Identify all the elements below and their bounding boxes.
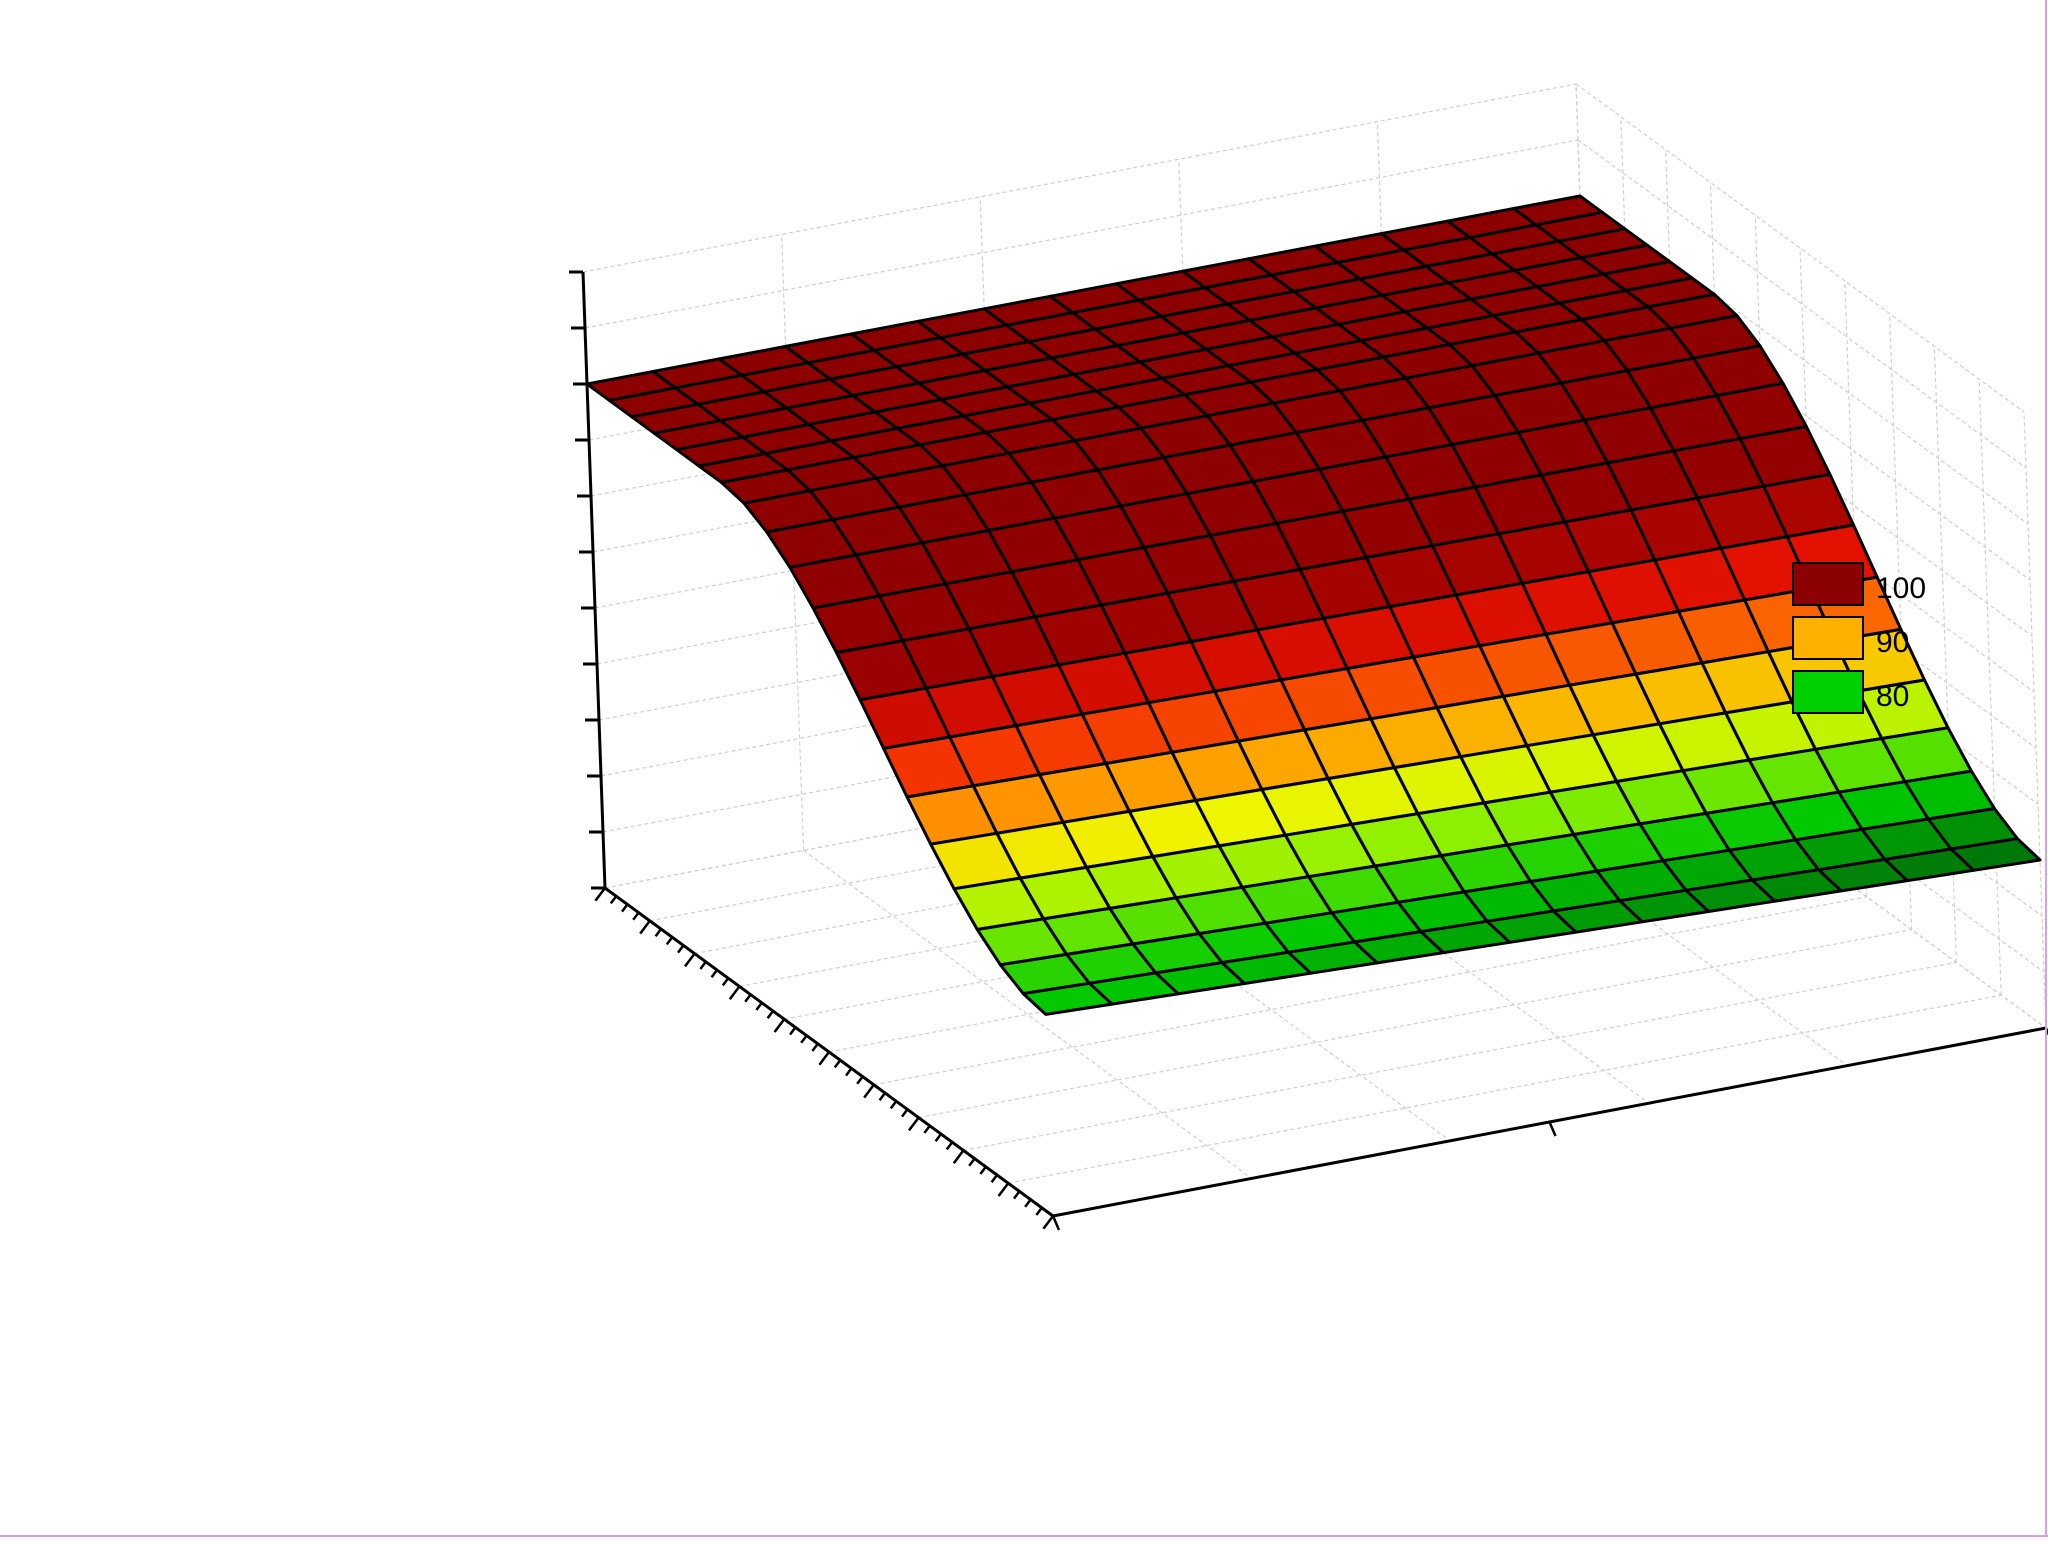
y-tick [934,1133,942,1142]
y-tick [1042,1215,1055,1230]
y-tick [710,969,718,978]
y-tick [945,1141,954,1151]
legend: 100 90 80 [1792,562,1926,714]
legend-label-100: 100 [1876,572,1926,605]
y-tick [968,1157,976,1167]
surface-cell [1949,837,2042,872]
y-tick [632,911,640,921]
y-tick [621,903,629,913]
x-tick [1548,1121,1557,1137]
y-tick [665,936,674,946]
right-border [2045,0,2047,1537]
x-tick [2044,1027,2048,1036]
y-tick [654,928,662,937]
y-tick [907,1116,920,1132]
y-tick [800,1034,808,1044]
grid-line [1933,346,1957,963]
grid-line [582,83,1577,273]
grid-line [584,139,1579,329]
y-tick [755,1002,763,1011]
y-tick [878,1092,886,1101]
legend-swatch-100 [1792,562,1864,606]
grid-line [963,961,1957,1151]
grid-line [918,929,1912,1119]
y-tick [721,977,730,987]
y-tick [990,1174,998,1183]
legend-label-80: 80 [1876,680,1909,713]
y-tick [952,1149,965,1164]
y-tick [728,985,741,1000]
y-tick [699,961,707,970]
grid-line [1575,83,2025,413]
legend-swatch-90 [1792,616,1864,660]
y-tick [789,1026,797,1036]
surface-layer [585,194,2042,1016]
y-tick [1024,1198,1032,1208]
y-tick [833,1059,842,1069]
grid-line [1889,313,1913,930]
axis-layer [569,270,2048,1231]
y-tick [901,1108,909,1118]
z-axis-line [581,271,607,889]
y-tick [683,952,696,968]
grid-line [1978,379,2002,996]
y-tick [889,1100,898,1110]
y-tick [923,1125,931,1134]
grid-line [803,849,1252,1179]
grid-line [2023,411,2047,1029]
y-tick [677,944,685,954]
x-tick [1051,1215,1061,1231]
y-tick [811,1043,819,1052]
y-tick [856,1075,864,1085]
grid-line [1008,994,2002,1184]
bottom-border [0,1535,2048,1537]
grid-line [1577,139,2027,469]
y-tick [845,1067,853,1077]
grid-line [873,896,1867,1086]
y-tick [979,1166,987,1175]
y-tick [1013,1190,1021,1200]
y-tick [744,993,752,1003]
y-tick [766,1010,774,1019]
y-tick [594,887,607,902]
y-tick [863,1084,875,1099]
legend-label-90: 90 [1876,626,1909,659]
y-tick [1035,1207,1043,1216]
y-tick [609,895,618,905]
legend-swatch-80 [1792,670,1864,714]
y-tick [997,1182,1010,1197]
y-tick [639,920,651,935]
y-tick [818,1051,831,1066]
y-tick [773,1018,786,1033]
